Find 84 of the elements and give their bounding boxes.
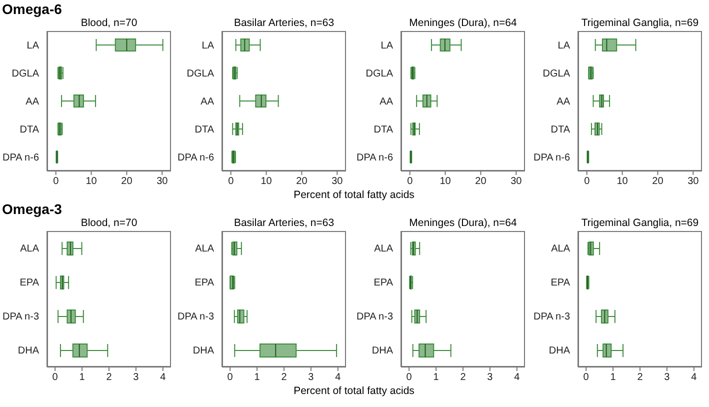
y-tick-label: EPA xyxy=(194,278,214,289)
y-tick-label: LA xyxy=(558,40,570,52)
y-tick-label: DPA n-3 xyxy=(534,312,570,323)
chart-title: Meninges (Dura), n=64 xyxy=(408,217,518,229)
x-tick-label: 3 xyxy=(308,372,314,384)
y-tick-label: EPA xyxy=(20,278,40,289)
x-tick-label: 20 xyxy=(296,176,308,188)
x-tick-label: 30 xyxy=(688,176,700,188)
y-tick-label: DHA xyxy=(192,346,214,357)
chart-title: Blood, n=70 xyxy=(80,17,138,29)
y-tick-label: DPA n-3 xyxy=(2,312,40,323)
chart-title: Blood, n=70 xyxy=(80,217,138,229)
y-tick-label: EPA xyxy=(374,278,394,289)
x-tick-label: 0 xyxy=(406,372,412,384)
y-tick-label: ALA xyxy=(20,244,40,255)
y-tick-label: LA xyxy=(202,40,214,52)
y-tick-label: LA xyxy=(26,40,40,52)
x-tick-label: 2 xyxy=(106,372,112,384)
y-tick-label: DPA n-3 xyxy=(356,312,394,323)
chart-title: Trigeminal Ganglia, n=69 xyxy=(580,17,700,29)
x-tick-label: 0 xyxy=(228,176,234,188)
x-tick-label: 20 xyxy=(475,176,487,188)
x-tick-label: 2 xyxy=(637,372,644,384)
x-tick-label: 10 xyxy=(260,176,272,188)
chart-title: Basilar Arteries, n=63 xyxy=(232,17,336,29)
y-tick-label: DPA n-6 xyxy=(2,152,40,164)
y-tick-label: DPA n-6 xyxy=(356,152,394,164)
x-tick-label: 0 xyxy=(583,372,590,384)
y-tick-label: ALA xyxy=(374,244,394,255)
x-tick-label: 20 xyxy=(652,176,664,188)
x-tick-label: 0 xyxy=(407,176,414,188)
x-tick-label: 4 xyxy=(160,372,166,384)
y-tick-label: DGLA xyxy=(366,68,394,80)
x-tick-label: 10 xyxy=(440,176,452,188)
y-tick-label: DGLA xyxy=(186,68,214,80)
x-tick-label: 0 xyxy=(53,176,60,188)
y-tick-label: DTA xyxy=(374,124,394,136)
y-tick-label: AA xyxy=(380,96,394,108)
text: Omega-3 xyxy=(2,201,62,217)
y-tick-label: DTA xyxy=(194,124,214,136)
x-tick-label: 0 xyxy=(52,372,58,384)
chart-title: Meninges (Dura), n=64 xyxy=(408,17,518,29)
x-tick-label: 2 xyxy=(281,372,288,384)
x-tick-label: 3 xyxy=(487,372,494,384)
y-tick-label: LA xyxy=(380,40,394,52)
y-tick-label: DHA xyxy=(548,346,570,357)
y-tick-label: EPA xyxy=(550,278,570,289)
x-tick-label: 4 xyxy=(691,372,698,384)
x-tick-label: 3 xyxy=(664,372,670,384)
x-tick-label: 4 xyxy=(335,372,342,384)
x-tick-label: 0 xyxy=(227,372,234,384)
y-tick-label: ALA xyxy=(551,244,570,255)
x-tick-label: 0 xyxy=(584,176,590,188)
x-axis-title: Percent of total fatty acids xyxy=(292,385,416,397)
x-tick-label: 1 xyxy=(610,372,616,384)
x-tick-label: 30 xyxy=(156,176,168,188)
y-tick-label: ALA xyxy=(195,244,214,255)
y-tick-label: DPA n-6 xyxy=(534,152,570,164)
y-tick-label: DTA xyxy=(550,124,570,136)
chart-title: Basilar Arteries, n=63 xyxy=(232,217,336,229)
y-tick-label: DPA n-6 xyxy=(178,152,214,164)
y-tick-label: DHA xyxy=(372,346,394,357)
x-tick-label: 20 xyxy=(121,176,133,188)
y-tick-label: AA xyxy=(556,96,570,108)
y-tick-label: DPA n-3 xyxy=(178,312,214,323)
y-tick-label: DGLA xyxy=(12,68,40,80)
y-tick-label: DHA xyxy=(18,346,40,357)
x-tick-label: 2 xyxy=(460,372,466,384)
x-tick-label: 1 xyxy=(79,372,86,384)
text: Omega-6 xyxy=(2,1,62,17)
x-tick-label: 30 xyxy=(332,176,344,188)
x-tick-label: 1 xyxy=(433,372,440,384)
x-tick-label: 1 xyxy=(254,372,260,384)
y-tick-label: AA xyxy=(200,96,214,108)
x-tick-label: 4 xyxy=(514,372,520,384)
y-tick-label: DTA xyxy=(20,124,40,136)
x-tick-label: 10 xyxy=(86,176,98,188)
x-tick-label: 30 xyxy=(510,176,522,188)
y-tick-label: DGLA xyxy=(542,68,570,80)
x-tick-label: 10 xyxy=(616,176,628,188)
chart-title: Trigeminal Ganglia, n=69 xyxy=(580,217,700,229)
y-tick-label: AA xyxy=(26,96,40,108)
x-tick-label: 3 xyxy=(133,372,140,384)
x-axis-title: Percent of total fatty acids xyxy=(292,189,416,201)
